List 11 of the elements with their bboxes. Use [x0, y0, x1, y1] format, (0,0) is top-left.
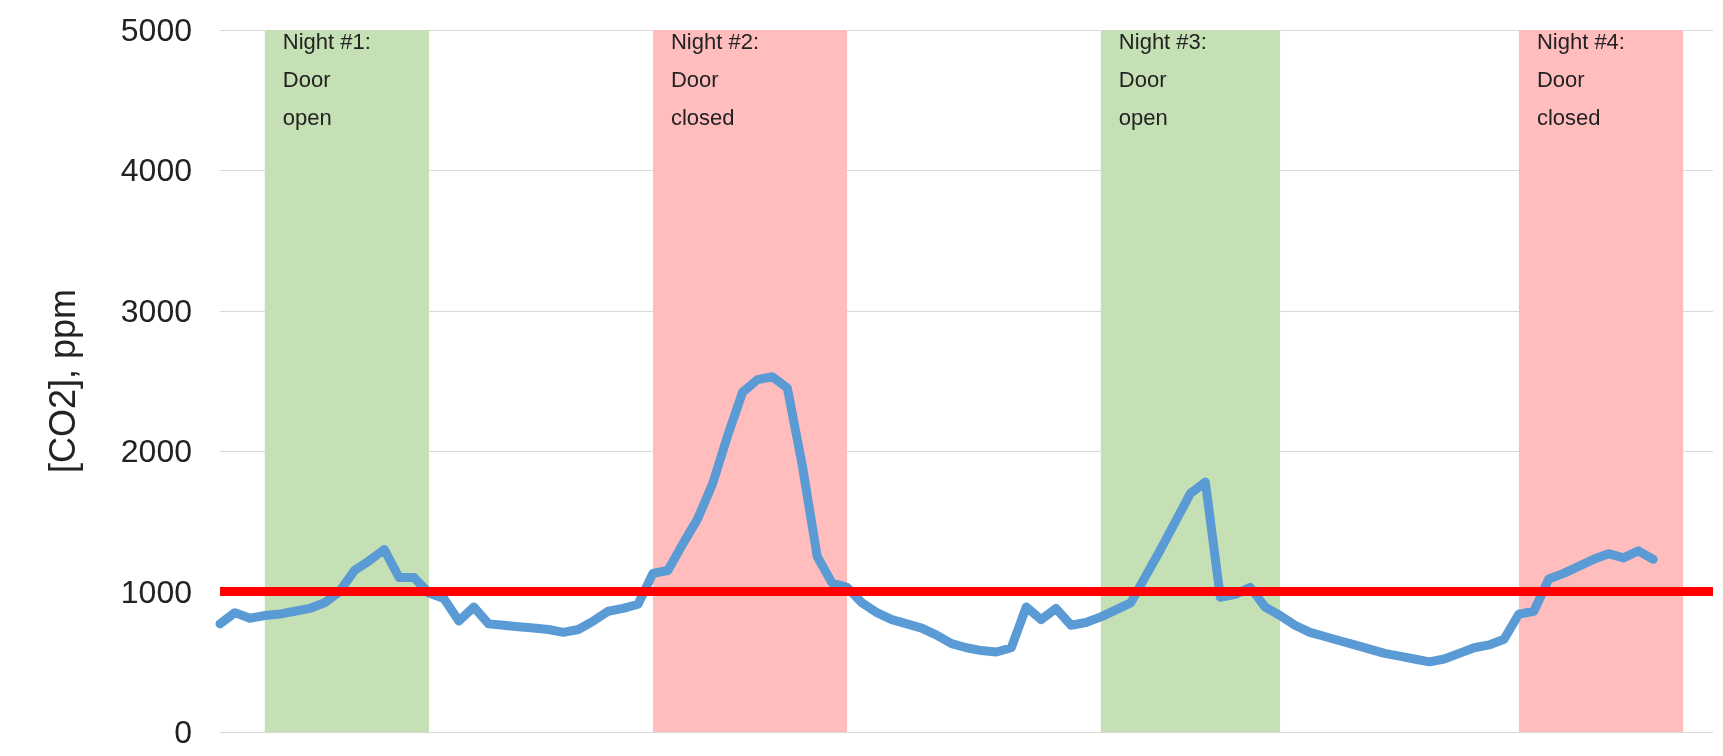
- y-tick-label: 2000: [120, 433, 192, 470]
- y-tick-label: 3000: [120, 292, 192, 329]
- annotation: Night #1: Door open: [282, 28, 371, 130]
- annotation: Night #2: Door closed: [670, 28, 760, 130]
- annotation: Night #3: Door open: [1118, 28, 1207, 130]
- y-axis-title: [CO2], ppm: [41, 288, 83, 474]
- y-tick-label: 5000: [120, 12, 192, 48]
- y-tick-label: 0: [174, 714, 192, 750]
- y-tick-label: 1000: [120, 573, 192, 610]
- y-tick-label: 4000: [120, 152, 192, 189]
- annotation: Night #4: Door closed: [1536, 28, 1625, 130]
